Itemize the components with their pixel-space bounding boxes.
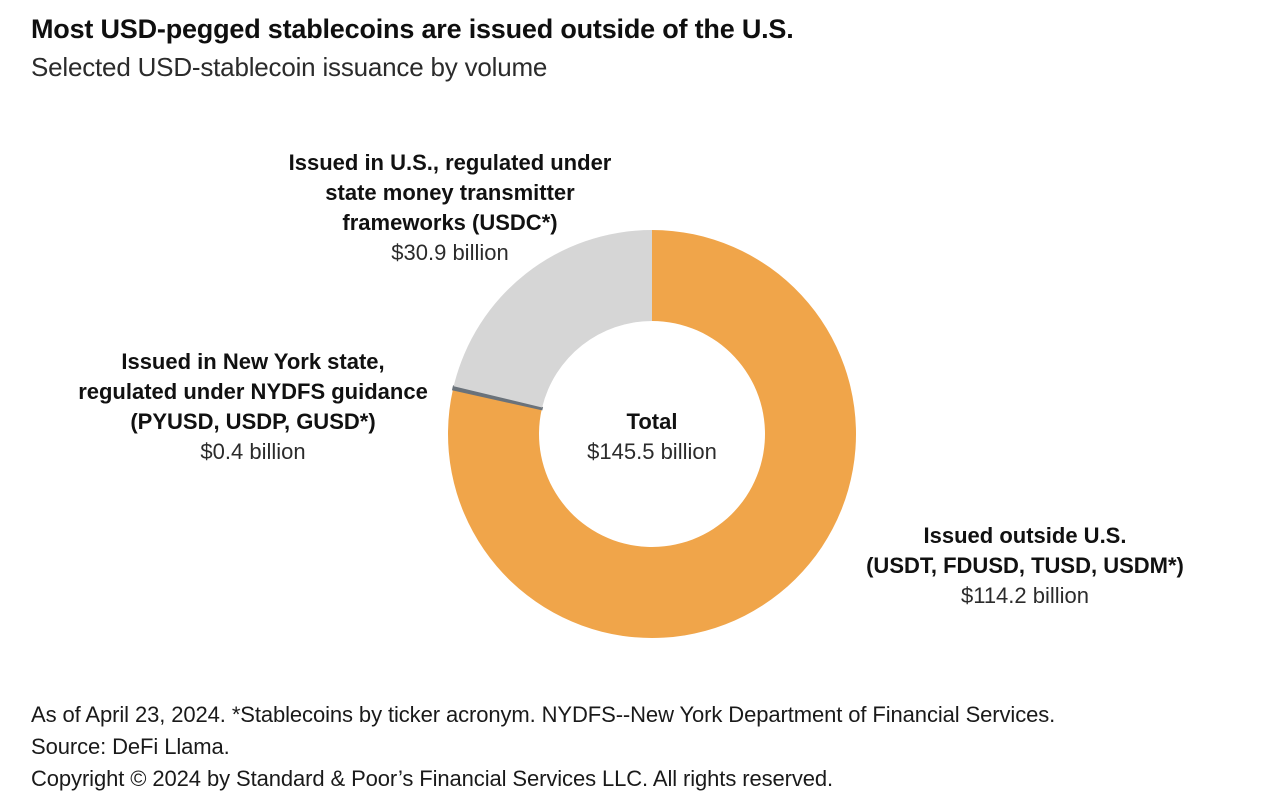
footnote-line: As of April 23, 2024. *Stablecoins by ti… [31, 702, 1056, 727]
callout-nydfs-value: $0.4 billion [200, 439, 306, 464]
callout-usdc-label-line: Issued in U.S., regulated under [288, 150, 612, 175]
callout-outside-us-label-line: Issued outside U.S. [923, 523, 1127, 548]
callout-outside-us-segment: Issued outside U.S. (USDT, FDUSD, TUSD, … [866, 521, 1184, 611]
callout-nydfs-label-line: (PYUSD, USDP, GUSD*) [130, 409, 376, 434]
chart-title: Most USD-pegged stablecoins are issued o… [31, 14, 794, 44]
callout-usdc-segment: Issued in U.S., regulated under state mo… [289, 148, 612, 268]
callout-usdc-label-line: state money transmitter [325, 180, 575, 205]
callout-outside-us-label-line: (USDT, FDUSD, TUSD, USDM*) [866, 553, 1184, 578]
chart-subtitle: Selected USD-stablecoin issuance by volu… [31, 52, 548, 82]
callout-outside-us-value: $114.2 billion [960, 583, 1090, 608]
donut-segment-us-state-money-transmitter [453, 230, 652, 408]
donut-center-value: $145.5 billion [587, 439, 717, 464]
callout-nydfs-label-line: Issued in New York state, [121, 349, 385, 374]
callout-usdc-value: $30.9 billion [391, 240, 509, 265]
callout-nydfs-segment: Issued in New York state, regulated unde… [78, 347, 428, 467]
callout-usdc-label-line: frameworks (USDC*) [342, 210, 558, 235]
donut-segment-outside-us [448, 229, 857, 639]
source-line: Source: DeFi Llama. [31, 734, 230, 759]
donut-center-label: Total $145.5 billion [587, 407, 717, 467]
footnotes: As of April 23, 2024. *Stablecoins by ti… [31, 699, 1055, 795]
callout-nydfs-label-line: regulated under NYDFS guidance [78, 379, 428, 404]
donut-center-title: Total [626, 409, 678, 434]
copyright-line: Copyright © 2024 by Standard & Poor’s Fi… [31, 766, 834, 791]
